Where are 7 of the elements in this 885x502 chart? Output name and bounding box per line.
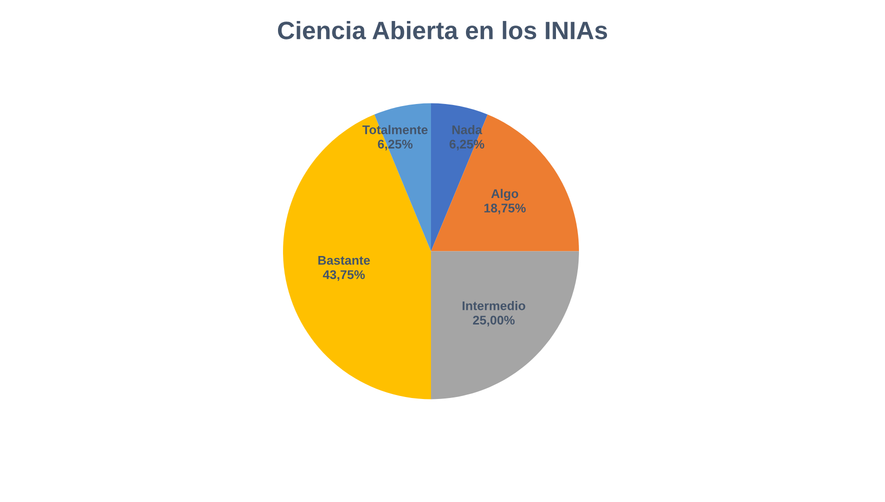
slice-label: Algo — [491, 188, 518, 201]
slice-label: Bastante — [318, 256, 370, 265]
data-label: 25,00% — [473, 316, 515, 326]
data-label: 43,75% — [322, 270, 365, 281]
slice-label: Intermedio — [462, 301, 526, 310]
data-label: 18,75% — [484, 204, 526, 214]
chart-title: Ciencia Abierta en los INIAs — [278, 20, 608, 40]
